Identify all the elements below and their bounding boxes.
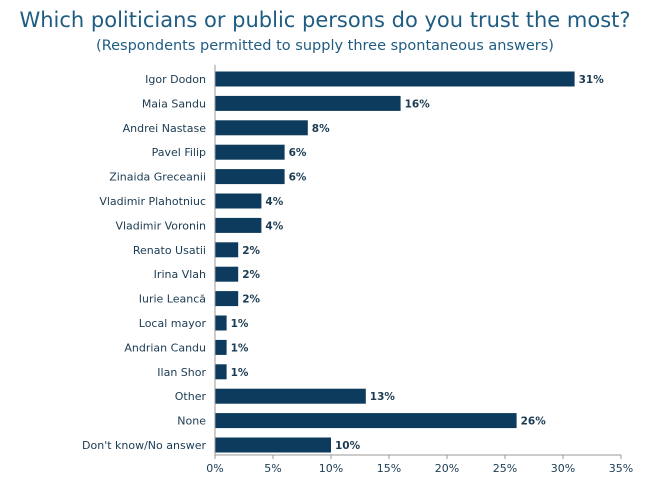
x-tick-label: 0% [206,462,223,475]
bar [215,71,575,87]
bar [215,291,239,307]
x-tick-label: 10% [319,462,343,475]
category-label: Vladimir Voronin [115,219,206,232]
category-label: Local mayor [139,317,207,330]
value-label: 6% [289,172,307,184]
category-labels: Igor Dodon Maia Sandu Andrei Nastase Pavel … [82,73,206,452]
value-label: 1% [231,318,249,330]
value-label: 2% [242,245,260,257]
value-label: 6% [289,147,307,159]
category-label: Iurie Leancă [139,293,206,306]
category-label: Andrei Nastase [123,122,207,135]
value-label: 4% [265,196,283,208]
category-label: Renato Usatii [133,244,206,257]
category-label: Igor Dodon [145,73,206,86]
bar [215,413,517,429]
bar [215,364,227,380]
bar [215,193,262,209]
category-label: Pavel Filip [152,146,206,159]
bar [215,339,227,355]
value-label: 26% [521,416,547,428]
x-tick-label: 25% [493,462,517,475]
bar [215,266,239,282]
value-label: 13% [370,391,396,403]
chart-title: Which politicians or public persons do y… [19,8,631,32]
category-label: Other [175,390,207,403]
value-label: 16% [405,98,431,110]
value-label: 2% [242,269,260,281]
bars-group [215,71,575,453]
x-axis: 0% 5% 10% 15% 20% 25% 30% 35% [206,64,633,475]
category-label: None [177,415,206,428]
category-label: Andrian Candu [124,341,206,354]
value-label: 1% [231,367,249,379]
bar [215,217,262,233]
value-label: 1% [231,342,249,354]
x-tick-label: 35% [609,462,633,475]
bar [215,437,331,453]
x-tick-label: 20% [435,462,459,475]
bar [215,169,285,185]
chart-subtitle: (Respondents permitted to supply three s… [96,38,554,54]
bar [215,315,227,331]
value-label: 2% [242,294,260,306]
value-label: 31% [579,74,605,86]
bar [215,242,239,258]
category-label: Don't know/No answer [82,439,206,452]
category-label: Ilan Shor [157,366,206,379]
bar [215,95,401,111]
bar [215,388,366,404]
x-tick-label: 5% [264,462,281,475]
x-tick-label: 15% [377,462,401,475]
category-label: Vladimir Plahotniuc [99,195,206,208]
value-label: 4% [265,220,283,232]
category-label: Maia Sandu [142,97,206,110]
value-label: 8% [312,123,330,135]
bar [215,144,285,160]
bar [215,120,308,136]
category-label: Zinaida Greceanii [109,171,206,184]
value-labels: 31% 16% 8% 6% 6% 4% 4% 2% 2% 2% 1% 1% 1% 13% 26% 10% [231,74,605,452]
category-label: Irina Vlah [154,268,206,281]
value-label: 10% [335,440,361,452]
x-tick-label: 30% [551,462,575,475]
